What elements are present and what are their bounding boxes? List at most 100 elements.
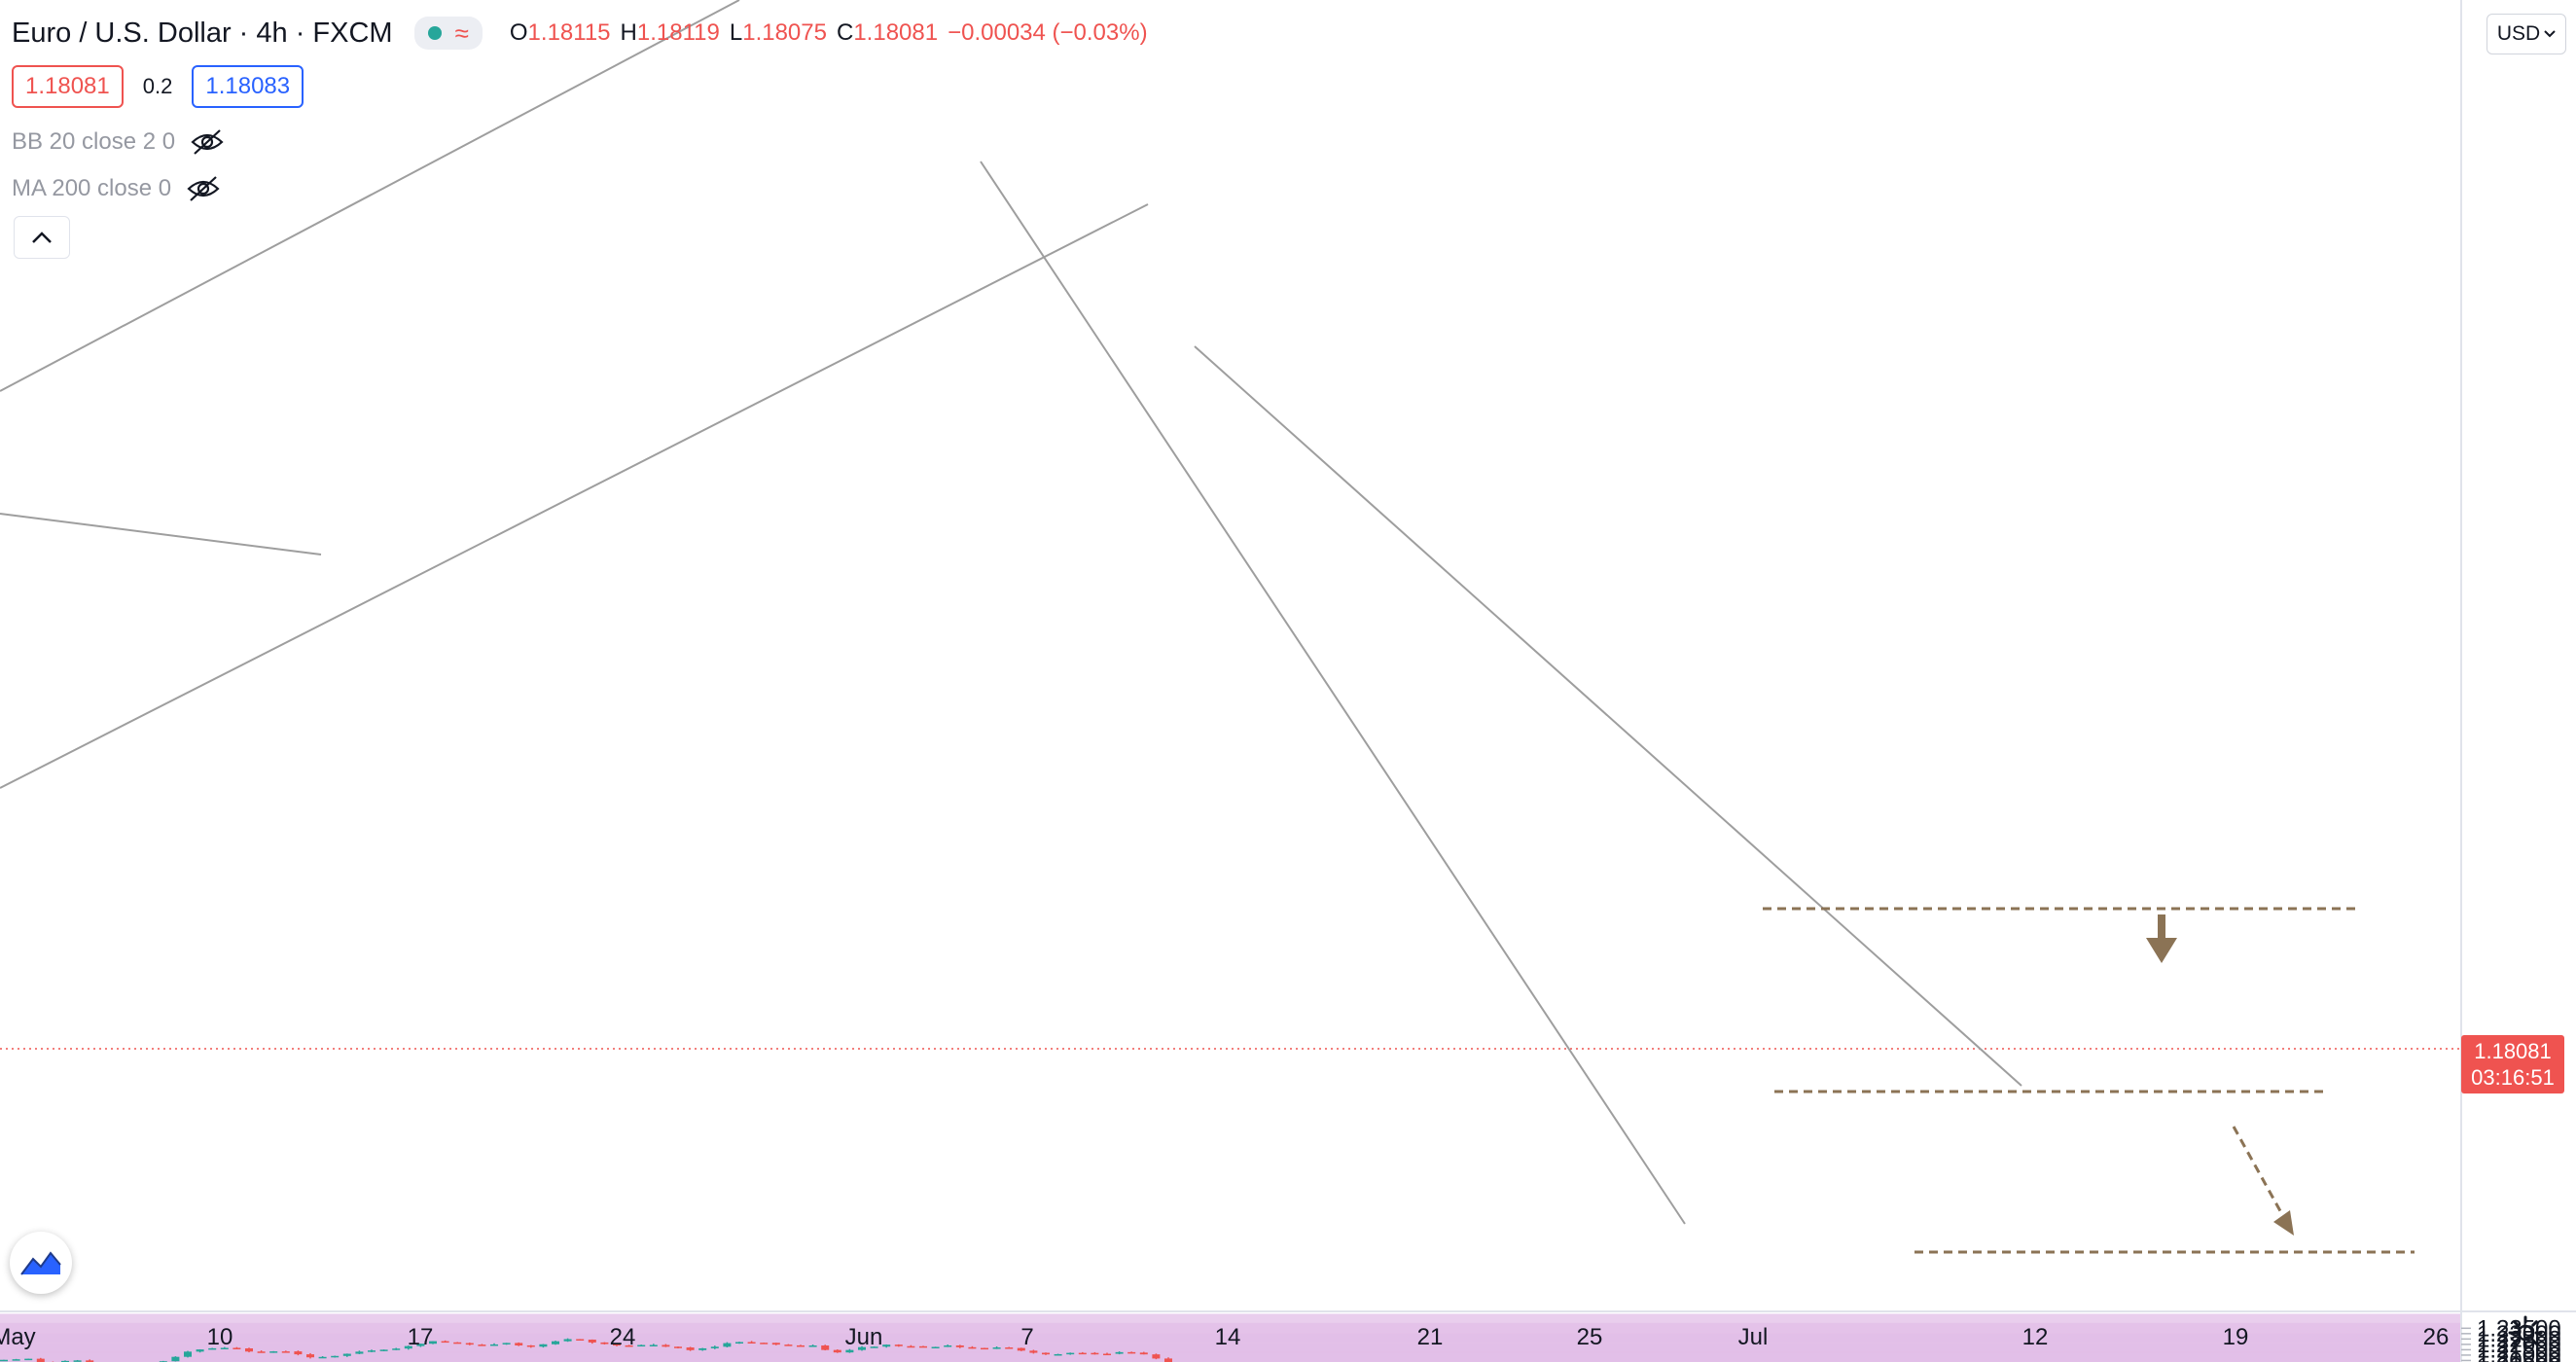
candle-17[interactable] <box>208 1347 217 1350</box>
candle-42[interactable] <box>515 1342 523 1346</box>
candle-77[interactable] <box>944 1344 952 1347</box>
gear-icon[interactable] <box>2506 1313 2545 1352</box>
candle-31[interactable] <box>379 1349 388 1351</box>
candle-64[interactable] <box>784 1344 793 1346</box>
candle-69[interactable] <box>845 1348 854 1353</box>
symbol-title[interactable]: Euro / U.S. Dollar · 4h · FXCM <box>12 17 393 49</box>
candle-57[interactable] <box>698 1347 707 1351</box>
candle-72[interactable] <box>882 1344 891 1348</box>
candle-56[interactable] <box>686 1346 695 1351</box>
candle-47[interactable] <box>576 1339 585 1341</box>
candle-80[interactable] <box>981 1347 988 1350</box>
time-axis[interactable]: May 10 17 24 Jun 7 14 21 25 Jul 12 19 26 <box>0 1324 2449 1350</box>
indicator-bb[interactable]: BB 20 close 2 0 <box>12 123 236 161</box>
candle-93[interactable] <box>1139 1351 1148 1355</box>
indicator-ma[interactable]: MA 200 close 0 <box>12 169 233 208</box>
candle-63[interactable] <box>771 1343 780 1345</box>
candle-7[interactable] <box>86 1359 94 1362</box>
candle-18[interactable] <box>220 1346 229 1349</box>
candle-70[interactable] <box>858 1345 866 1351</box>
candle-82[interactable] <box>1005 1346 1014 1349</box>
candle-67[interactable] <box>821 1344 830 1351</box>
candle-91[interactable] <box>1115 1351 1124 1355</box>
candle-90[interactable] <box>1103 1352 1111 1356</box>
candle-87[interactable] <box>1066 1352 1075 1355</box>
buy-button[interactable]: 1.18083 <box>192 65 304 108</box>
candle-29[interactable] <box>355 1350 364 1354</box>
eye-hidden-icon[interactable] <box>191 128 224 156</box>
candle-85[interactable] <box>1042 1352 1050 1355</box>
candle-78[interactable] <box>955 1344 964 1348</box>
candle-24[interactable] <box>294 1350 303 1356</box>
candle-89[interactable] <box>1091 1351 1099 1355</box>
tradingview-logo-icon[interactable] <box>10 1232 72 1294</box>
candle-81[interactable] <box>992 1346 1001 1349</box>
sell-button[interactable]: 1.18081 <box>12 65 124 108</box>
candle-14[interactable] <box>171 1356 180 1362</box>
candle-38[interactable] <box>465 1343 474 1345</box>
candle-76[interactable] <box>931 1346 940 1349</box>
candle-74[interactable] <box>907 1344 915 1348</box>
candle-75[interactable] <box>919 1345 927 1348</box>
status-indicators[interactable]: ≈ <box>413 17 483 50</box>
candle-46[interactable] <box>563 1338 572 1343</box>
candle-79[interactable] <box>968 1345 977 1349</box>
candle-28[interactable] <box>342 1353 351 1357</box>
candle-62[interactable] <box>760 1343 769 1344</box>
candle-16[interactable] <box>196 1348 204 1353</box>
candle-71[interactable] <box>870 1346 878 1348</box>
candle-45[interactable] <box>552 1341 559 1345</box>
candle-83[interactable] <box>1017 1347 1025 1351</box>
candle-55[interactable] <box>674 1346 682 1349</box>
candle-2[interactable] <box>24 1358 33 1361</box>
sr-zone-4[interactable] <box>0 1351 2461 1362</box>
candle-53[interactable] <box>649 1344 658 1346</box>
candle-15[interactable] <box>184 1350 192 1358</box>
candle-59[interactable] <box>723 1342 732 1347</box>
candle-48[interactable] <box>588 1339 596 1344</box>
candle-40[interactable] <box>490 1343 498 1346</box>
candle-1[interactable] <box>12 1358 20 1361</box>
candle-0[interactable] <box>0 1359 8 1362</box>
candle-49[interactable] <box>600 1342 609 1345</box>
candle-66[interactable] <box>808 1344 817 1347</box>
candle-60[interactable] <box>735 1342 743 1344</box>
candle-39[interactable] <box>478 1344 486 1346</box>
candle-22[interactable] <box>269 1350 278 1353</box>
candle-95[interactable] <box>1164 1357 1172 1362</box>
candle-50[interactable] <box>613 1343 621 1346</box>
candle-51[interactable] <box>625 1344 633 1347</box>
candle-35[interactable] <box>429 1341 437 1344</box>
eye-hidden-icon[interactable] <box>187 175 220 202</box>
candle-19[interactable] <box>233 1346 241 1349</box>
candle-54[interactable] <box>662 1344 670 1347</box>
candle-84[interactable] <box>1029 1349 1038 1354</box>
candle-61[interactable] <box>747 1341 756 1344</box>
candle-41[interactable] <box>502 1343 511 1345</box>
candle-26[interactable] <box>318 1356 327 1359</box>
candle-32[interactable] <box>392 1347 401 1350</box>
candle-37[interactable] <box>453 1342 462 1344</box>
candle-33[interactable] <box>404 1345 412 1350</box>
candle-6[interactable] <box>73 1359 82 1362</box>
candle-65[interactable] <box>797 1344 805 1347</box>
candle-25[interactable] <box>306 1352 314 1359</box>
candle-21[interactable] <box>257 1350 266 1353</box>
candle-20[interactable] <box>245 1347 253 1353</box>
collapse-legend-button[interactable] <box>14 216 70 259</box>
candle-30[interactable] <box>368 1349 376 1352</box>
candle-88[interactable] <box>1078 1351 1087 1355</box>
candle-92[interactable] <box>1127 1351 1136 1354</box>
candle-58[interactable] <box>710 1345 719 1349</box>
candle-23[interactable] <box>281 1350 290 1353</box>
candle-68[interactable] <box>833 1349 841 1353</box>
candle-43[interactable] <box>526 1344 535 1348</box>
candle-36[interactable] <box>441 1340 449 1344</box>
candle-73[interactable] <box>894 1344 903 1347</box>
candle-34[interactable] <box>416 1344 425 1347</box>
candle-27[interactable] <box>331 1355 340 1358</box>
currency-selector[interactable]: USD <box>2487 14 2566 54</box>
candle-44[interactable] <box>539 1344 548 1348</box>
candle-52[interactable] <box>637 1344 646 1347</box>
